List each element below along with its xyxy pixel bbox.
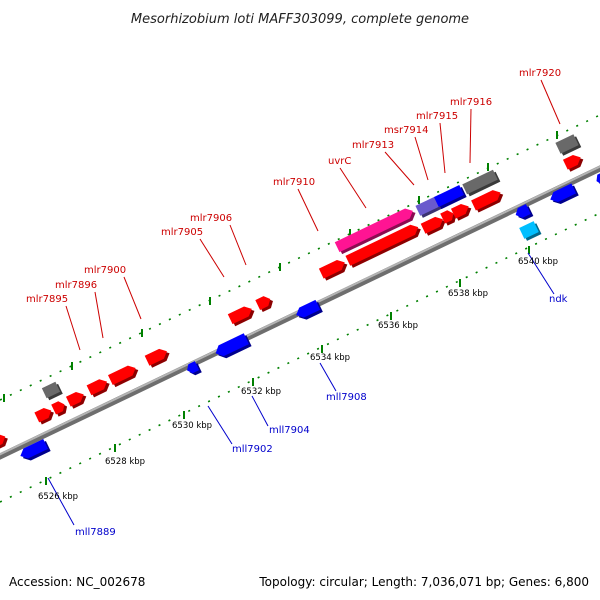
- reverse-gene-labels: mll7889 mll7902 mll7904 mll7908 ndk: [75, 294, 568, 538]
- gene-mlr7916: [462, 169, 501, 197]
- gene-label-mlr7915: mlr7915: [416, 111, 458, 122]
- lower-guide-line: [0, 212, 600, 503]
- gene-reverse: [515, 204, 534, 220]
- gene-reverse: [215, 333, 252, 359]
- gene-label-mlr7920: mlr7920: [519, 68, 561, 79]
- gene-forward: [34, 408, 54, 425]
- gene-label-msr7914: msr7914: [384, 125, 429, 136]
- leader-line: [439, 122, 446, 174]
- gene-label-uvrC: uvrC: [328, 156, 351, 167]
- leader-line: [123, 276, 142, 320]
- gene-forward: [345, 224, 421, 268]
- gene-reverse: [550, 183, 579, 205]
- forward-gene-labels: mlr7895 mlr7896 mlr7900 mlr7905 mlr7906 …: [26, 68, 561, 305]
- tick-label-6526: 6526 kbp: [38, 492, 78, 502]
- gene-label-mlr7910: mlr7910: [273, 177, 315, 188]
- leader-line: [527, 252, 555, 295]
- gene-label-mlr7900: mlr7900: [84, 265, 126, 276]
- gene-reverse: [296, 299, 323, 320]
- leader-line: [540, 79, 561, 125]
- gene-reverse: [20, 438, 51, 461]
- leader-line: [207, 405, 233, 445]
- leader-line: [319, 362, 337, 392]
- gene-msr7914: [433, 184, 467, 210]
- gene-label-mlr7905: mlr7905: [161, 227, 203, 238]
- gene-forward: [0, 434, 8, 451]
- leader-line: [339, 167, 367, 209]
- gene-label-mlr7895: mlr7895: [26, 294, 68, 305]
- gene-label-mlr7906: mlr7906: [190, 213, 232, 224]
- leader-line: [199, 238, 225, 278]
- scale-guides: [0, 114, 600, 503]
- leader-line: [384, 151, 415, 186]
- gene-label-mlr7916: mlr7916: [450, 97, 492, 108]
- gene-label-mll7902: mll7902: [232, 444, 273, 455]
- leader-line: [297, 188, 319, 232]
- gene-label-ndk: ndk: [549, 294, 568, 305]
- gene-forward: [562, 154, 584, 172]
- label-leader-lines: [47, 79, 561, 526]
- gene-label-mll7904: mll7904: [269, 425, 310, 436]
- gene-forward: [318, 260, 348, 281]
- gene-reverse: [187, 361, 202, 376]
- major-ticks: [3, 131, 558, 485]
- accession-text: Accession: NC_002678: [9, 575, 146, 589]
- gene-forward: [420, 216, 446, 236]
- tick-label-6532: 6532 kbp: [241, 387, 281, 397]
- tick-label-6538: 6538 kbp: [448, 289, 488, 299]
- tick-label-6536: 6536 kbp: [378, 321, 418, 331]
- topology-text: Topology: circular; Length: 7,036,071 bp…: [259, 575, 589, 589]
- gene-mlr7920: [555, 134, 582, 156]
- leader-line: [229, 224, 247, 266]
- tick-label-6530: 6530 kbp: [172, 421, 212, 431]
- leader-line: [414, 136, 429, 181]
- gene-forward: [144, 348, 170, 368]
- leader-line: [47, 477, 75, 526]
- map-title: Mesorhizobium loti MAFF303099, complete …: [131, 12, 469, 27]
- gene-forward: [65, 391, 87, 409]
- gene-label-mlr7896: mlr7896: [55, 280, 97, 291]
- gene-forward: [440, 210, 457, 226]
- gene-uvrC: [334, 208, 416, 255]
- gene-forward: [86, 379, 110, 398]
- gene-label-mll7908: mll7908: [326, 392, 367, 403]
- gene-label-mll7889: mll7889: [75, 527, 116, 538]
- leader-line: [469, 108, 472, 164]
- gene-forward: [51, 401, 68, 417]
- upper-guide-line: [0, 114, 600, 401]
- gene-label-mlr7913: mlr7913: [352, 140, 394, 151]
- gene-forward: [107, 365, 139, 388]
- gene-forward: [255, 296, 273, 313]
- gene-features: [0, 134, 600, 461]
- gene-reverse: [596, 171, 600, 187]
- leader-line: [94, 291, 104, 339]
- tick-label-6540: 6540 kbp: [518, 257, 558, 267]
- gene-ndk: [519, 221, 542, 241]
- gene-forward: [471, 190, 504, 213]
- leader-line: [251, 395, 269, 427]
- scale-labels: 6526 kbp 6528 kbp 6530 kbp 6532 kbp 6534…: [38, 257, 558, 502]
- gene-forward: [450, 203, 472, 221]
- tick-label-6534: 6534 kbp: [310, 353, 350, 363]
- gene-forward: [227, 306, 255, 327]
- tick-label-6528: 6528 kbp: [105, 457, 145, 467]
- leader-line: [65, 305, 81, 351]
- gene-hypothetical: [41, 381, 63, 401]
